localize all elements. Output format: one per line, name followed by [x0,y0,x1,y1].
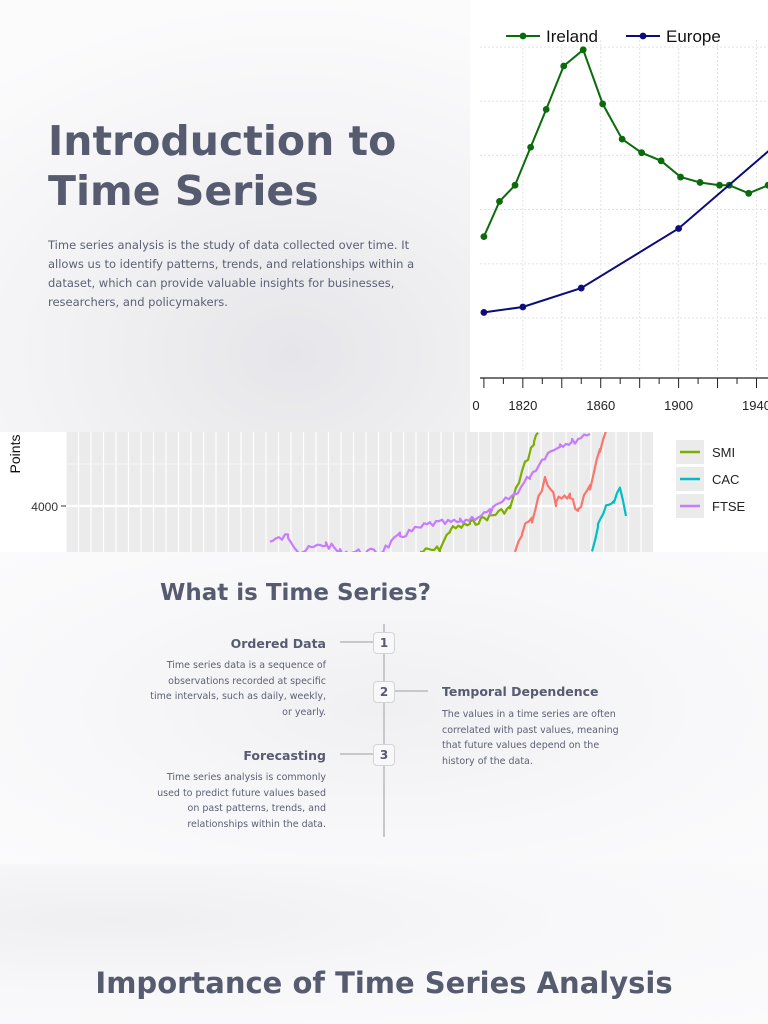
data-point-europe [675,225,683,232]
data-point-ireland [716,181,723,189]
data-point-europe [577,284,585,292]
legend-label: FTSE [712,499,746,514]
data-point-ireland [677,173,684,181]
series-line-ftse [269,433,591,552]
data-point-ireland [638,149,646,157]
x-tick-label: 1900 [664,398,693,413]
step-number-3: 3 [373,744,395,766]
timeline-connector [340,641,374,643]
data-point-europe [480,309,488,316]
y-axis-label: Points [7,435,23,474]
intro-slide: Introduction to Time Series Time series … [0,0,768,432]
stock-index-chart-strip: 4000 Points SMI CAC FTSE [0,432,768,552]
intro-title: Introduction to Time Series [48,117,397,215]
chart-legend: Ireland Europe [506,27,721,46]
series-line-smi [419,432,539,552]
step-text-2: The values in a time series are often co… [442,709,619,767]
x-tick-label: 1860 [586,398,615,413]
data-point-ireland [696,179,704,186]
y-tick-label: 4000 [31,500,58,514]
timeline-line [383,624,385,837]
legend-label: Europe [666,27,721,46]
series-line-cac [590,486,628,552]
data-point-ireland [560,62,568,70]
chart-gridlines [480,40,768,372]
legend-label: CAC [712,472,739,487]
data-point-ireland [511,181,519,189]
data-point-europe [519,303,527,311]
data-point-ireland [542,105,550,113]
data-point-ireland [527,143,535,151]
data-point-ireland [745,189,753,197]
importance-slide: Importance of Time Series Analysis [0,864,768,1024]
what-title: What is Time Series? [160,580,432,606]
chart-legend: SMI CAC FTSE [676,440,746,518]
stock-index-line-chart: 4000 Points SMI CAC FTSE [7,432,746,552]
step-text-3: Time series analysis is commonly used to… [157,772,326,830]
data-point-ireland [480,233,488,241]
population-line-chart: 1820 1860 1900 1940 0 Ireland Europe [470,0,768,432]
x-tick-label: 1940 [742,398,768,413]
data-point-ireland [599,100,607,108]
what-is-slide: What is Time Series? 1 Ordered Data Time… [0,552,768,864]
intro-body: Time series analysis is the study of dat… [48,238,415,309]
plot-panel [66,432,653,552]
x-tick-label: 0 [472,398,479,413]
data-point-ireland [618,135,626,143]
legend-marker [639,32,647,40]
series-line-ireland [482,48,768,238]
step-heading-3: Forecasting [243,748,326,763]
series-line-dax [513,432,607,552]
data-point-ireland [657,157,665,165]
importance-title: Importance of Time Series Analysis [95,966,673,1000]
x-tick-label: 1820 [508,398,537,413]
step-number-1: 1 [373,632,395,654]
chart-gridlines [65,432,653,552]
data-point-ireland [764,181,768,189]
step-heading-1: Ordered Data [230,636,326,651]
legend-marker [519,32,527,40]
step-text-1: Time series data is a sequence of observ… [150,660,326,718]
data-point-ireland [496,198,503,205]
series-line-europe [483,150,768,314]
timeline-connector [394,690,428,692]
legend-label: SMI [712,445,735,460]
legend-label: Ireland [546,27,598,46]
timeline-connector [340,753,374,755]
data-point-ireland [579,46,587,54]
step-number-2: 2 [373,681,395,703]
step-heading-2: Temporal Dependence [442,684,599,699]
